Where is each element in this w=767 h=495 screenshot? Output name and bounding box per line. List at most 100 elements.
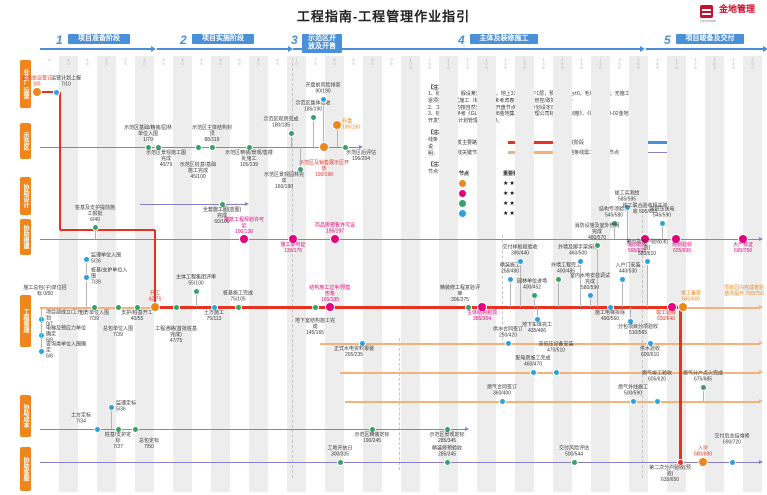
lane-arrow: [245, 202, 249, 206]
milestone-node: [33, 88, 41, 96]
importance-stars: ★★★: [503, 200, 523, 207]
milestone-label: 咨询类单位入围确定 6/8: [46, 341, 87, 359]
critical-path-segment: [60, 229, 155, 231]
line-legend-item: 项目开发主要路径: [442, 138, 559, 147]
milestone-node: [38, 348, 44, 354]
ruler-number: 1 5: [86, 57, 89, 67]
node-stem: [622, 279, 623, 307]
milestone-label: 规划验收 625/690: [671, 242, 692, 254]
node-stem: [590, 295, 591, 307]
milestone-label: 土方单位入围 7/39: [78, 310, 109, 322]
ruler-number: 4 0: [181, 57, 184, 67]
milestone-node: [739, 235, 747, 243]
ruler-number: 1 0 0: [409, 57, 412, 71]
lane-arrow: [759, 460, 763, 464]
page-title: 工程指南-工程管理作业指引: [296, 9, 471, 24]
grid-stripe: [287, 56, 306, 492]
lane-line-permit: [40, 239, 760, 240]
milestone-node: [607, 304, 613, 310]
node-stem: [86, 277, 87, 307]
phase-badge: 项目实施阶段: [192, 34, 254, 45]
node-stem: [196, 291, 197, 307]
grid-stripe: [629, 56, 648, 492]
milestone-node: [619, 276, 625, 282]
ruler-number: 1 4 0: [561, 57, 564, 71]
milestone-label: 供水合同签订 250/420: [492, 326, 523, 339]
node-stem: [597, 245, 598, 307]
milestone-node: [677, 459, 683, 465]
milestone-label: 示范区主体结构封顶 88/119: [192, 124, 233, 143]
milestone-label: 商品房预售许可证 195/197: [315, 222, 356, 235]
milestone-label: 监理定标 5/36: [116, 400, 137, 412]
milestone-label: 示范区后评估 196/204: [345, 150, 376, 162]
aux-arrow: [759, 305, 763, 309]
milestone-node: [333, 121, 341, 129]
milestone-label: 桩基及支护提前施工报批 6/40: [74, 204, 115, 223]
milestone-node: [465, 304, 471, 310]
milestone-node: [342, 144, 348, 150]
milestone-node: [173, 304, 179, 310]
floating-label: 竣工联合验收相关验收 595/605: [622, 203, 668, 215]
milestone-label: 总包定标 7/50: [138, 438, 159, 450]
milestone-node: [151, 303, 159, 311]
milestone-node: [624, 204, 630, 210]
node-stem: [520, 261, 521, 307]
milestone-node: [699, 458, 707, 466]
milestone-node: [587, 292, 593, 298]
ruler-number: 1 2 0: [485, 57, 488, 71]
milestone-node: [235, 304, 241, 310]
milestone-label: 燃气外线施工 500/590: [617, 384, 648, 397]
grid-stripe: [249, 56, 268, 492]
milestone-node: [659, 220, 665, 226]
ruler-number: 1 1 5: [466, 57, 469, 71]
milestone-node: [555, 276, 561, 282]
milestone-node: [444, 426, 450, 432]
milestone-label: 开盘 190/190: [342, 118, 361, 130]
grid-stripe: [325, 56, 344, 492]
milestone-label: 示范区整体验收 185/190: [295, 100, 331, 113]
milestone-node: [478, 303, 486, 311]
milestone-label: 土方施工 75/113: [203, 310, 224, 322]
lane-line-cs: [40, 462, 760, 463]
milestone-node: [92, 224, 98, 230]
milestone-label: 第二次分户验收(预验) 635/650: [649, 465, 691, 483]
milestone-node: [553, 369, 559, 375]
node-stem: [95, 227, 96, 239]
lane-label-cs: 协助客服: [20, 447, 31, 491]
lane-label-permit: 协助报建: [20, 219, 31, 255]
milestone-label: 桩基施工完成 75/105: [222, 290, 253, 303]
milestone-label: 消防验收 595/605: [626, 242, 647, 254]
milestone-node: [507, 276, 513, 282]
milestone-label: 地下车库完工 435/466: [521, 322, 552, 334]
grid-stripe: [59, 56, 78, 492]
milestone-label: 入户门安装 440/530: [615, 262, 641, 275]
milestone-node: [288, 130, 294, 136]
milestone-label: 示范区精装/景观/售楼处施工 105/139: [225, 150, 273, 168]
milestone-node: [672, 235, 680, 243]
brand-logo: Gemdale 金地管理: [699, 4, 755, 23]
milestone-label: 开工 42/75: [148, 290, 162, 303]
milestone-label: 燃气分户点火完成 675/685: [683, 370, 724, 383]
gemdale-logo-icon: [699, 5, 713, 18]
milestone-label: 入伙 680/690: [693, 445, 713, 458]
milestone-label: 消防设施及室外管网完成 480/570: [574, 222, 620, 241]
lane-line-design: [140, 204, 246, 205]
milestone-label: 燃气竣工验收 605/620: [641, 370, 672, 383]
lane-label-design: 协助设计: [20, 177, 31, 215]
milestone-node: [577, 258, 583, 264]
milestone-node: [115, 426, 121, 432]
milestone-label: 交付样板段验收 390/440: [502, 244, 538, 257]
milestone-node: [209, 144, 215, 150]
brand-name: 金地管理: [718, 4, 755, 14]
phase-number: 5: [664, 33, 671, 47]
lane-arrow: [359, 145, 363, 149]
node-stem: [537, 307, 538, 319]
ruler-number: 1 6 0: [637, 57, 640, 71]
node-stem: [614, 223, 615, 239]
milestone-node: [444, 459, 450, 465]
milestone-label: 委托协议签订 0/0: [21, 75, 52, 88]
milestone-node: [359, 340, 365, 346]
grid-stripe: [211, 56, 230, 492]
milestone-node: [193, 288, 199, 294]
